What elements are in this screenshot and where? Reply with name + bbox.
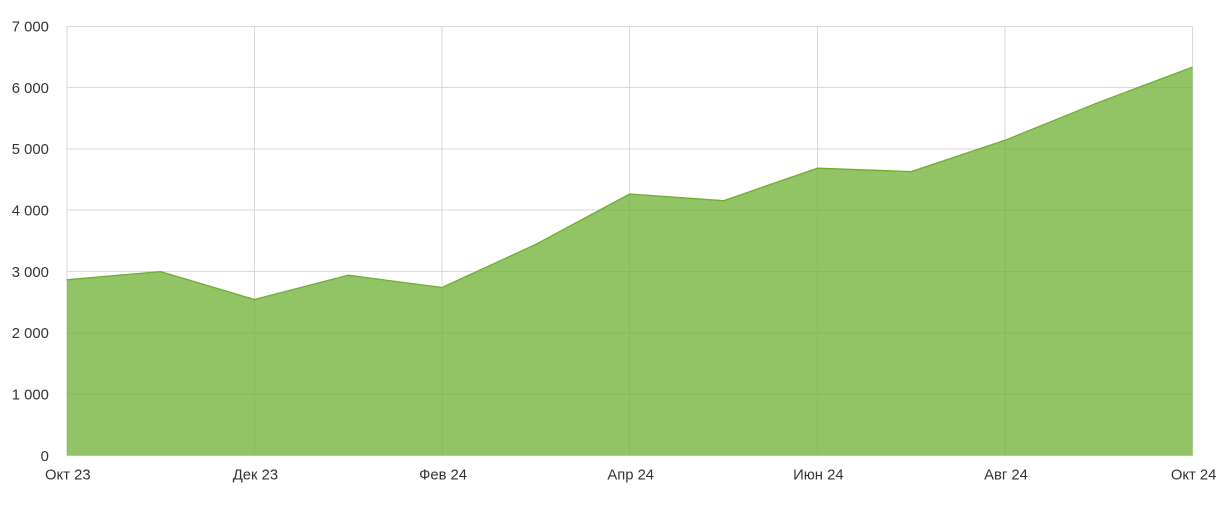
svg-text:4 000: 4 000 (12, 204, 49, 220)
svg-text:0: 0 (41, 449, 49, 465)
svg-text:7 000: 7 000 (12, 20, 49, 36)
svg-text:Окт 23: Окт 23 (45, 468, 91, 484)
svg-text:5 000: 5 000 (12, 142, 49, 158)
svg-text:2 000: 2 000 (12, 326, 49, 342)
svg-text:6 000: 6 000 (12, 81, 49, 97)
svg-text:Окт 24: Окт 24 (1171, 468, 1217, 484)
svg-text:1 000: 1 000 (12, 387, 49, 403)
svg-text:3 000: 3 000 (12, 265, 49, 281)
svg-text:Фев 24: Фев 24 (419, 468, 467, 484)
svg-text:Дек 23: Дек 23 (233, 468, 278, 484)
svg-text:Апр 24: Апр 24 (607, 468, 654, 484)
svg-text:Авг 24: Авг 24 (984, 468, 1028, 484)
svg-text:Июн 24: Июн 24 (793, 468, 843, 484)
